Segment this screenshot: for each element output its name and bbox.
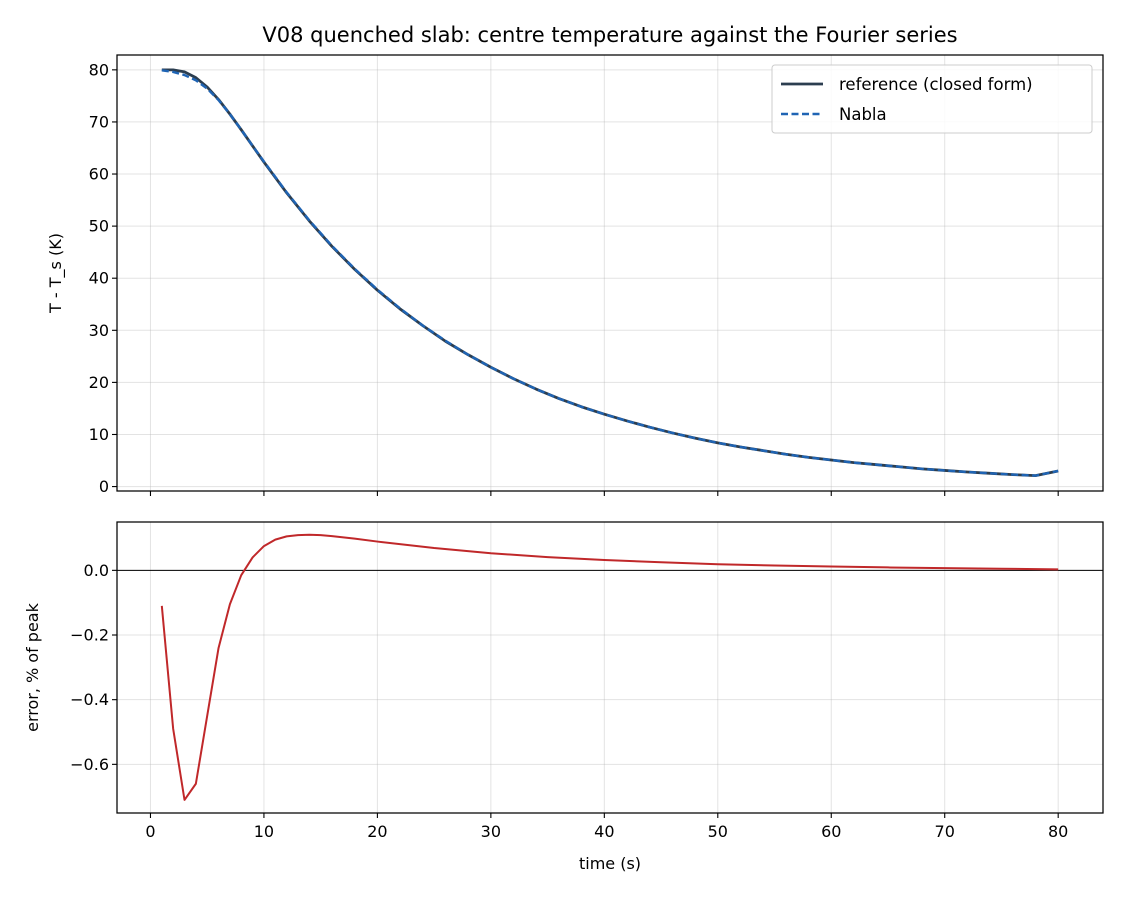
- legend-label-reference: reference (closed form): [839, 75, 1033, 94]
- top-y-tick-label-6: 60: [89, 165, 109, 184]
- top-series-group: [161, 68, 1059, 478]
- error-panel: 0 10 20 30 40 50 60 70 80 −0.6 −0.4 −0.2 0.0 error, …: [23, 521, 1104, 873]
- bot-y-tick-label-1: −0.4: [70, 690, 109, 709]
- bot-x-tick-label-20: 20: [367, 822, 387, 841]
- top-y-tick-label-7: 70: [89, 112, 109, 131]
- top-y-tick-label-4: 40: [89, 269, 109, 288]
- bot-x-tick-label-30: 30: [481, 822, 501, 841]
- legend-box: [771, 64, 1093, 134]
- top-y-tick-label-5: 50: [89, 217, 109, 236]
- bot-x-tick-label-60: 60: [821, 822, 841, 841]
- legend: reference (closed form) Nabla: [771, 64, 1093, 134]
- bot-y-tick-label-3: 0.0: [84, 561, 109, 580]
- top-y-tick-label-0: 0: [99, 477, 109, 496]
- x-axis-label: time (s): [579, 854, 641, 873]
- top-y-tick-label-1: 10: [89, 425, 109, 444]
- bot-x-tick-label-40: 40: [594, 822, 614, 841]
- top-y-tick-label-3: 30: [89, 321, 109, 340]
- bottom-axes-frame: [116, 521, 1104, 814]
- top-axes-frame: [116, 54, 1104, 492]
- bot-y-tick-label-2: −0.2: [70, 626, 109, 645]
- bot-x-tick-label-10: 10: [254, 822, 274, 841]
- chart-title: V08 quenched slab: centre temperature ag…: [262, 23, 957, 47]
- bot-x-tick-label-50: 50: [708, 822, 728, 841]
- top-y-tick-label-8: 80: [89, 60, 109, 79]
- bot-x-tick-label-70: 70: [935, 822, 955, 841]
- top-y-tick-label-2: 20: [89, 373, 109, 392]
- top-ticks: 0 10 20 30 40 50 60 70 80: [89, 60, 1059, 496]
- bottom-series-group: [160, 533, 1059, 801]
- bottom-y-axis-label: error, % of peak: [23, 602, 42, 732]
- legend-label-nabla: Nabla: [839, 105, 887, 124]
- bot-y-tick-label-0: −0.6: [70, 755, 109, 774]
- temperature-panel: V08 quenched slab: centre temperature ag…: [46, 23, 1104, 496]
- top-series-line-1: [161, 69, 1059, 477]
- bot-x-tick-label-0: 0: [145, 822, 155, 841]
- bottom-ticks: 0 10 20 30 40 50 60 70 80 −0.6 −0.4 −0.2 0.0: [70, 561, 1068, 841]
- bot-x-tick-label-80: 80: [1048, 822, 1068, 841]
- top-y-axis-label: T - T_s (K): [46, 233, 66, 314]
- bot-series-line-0: [160, 533, 1059, 801]
